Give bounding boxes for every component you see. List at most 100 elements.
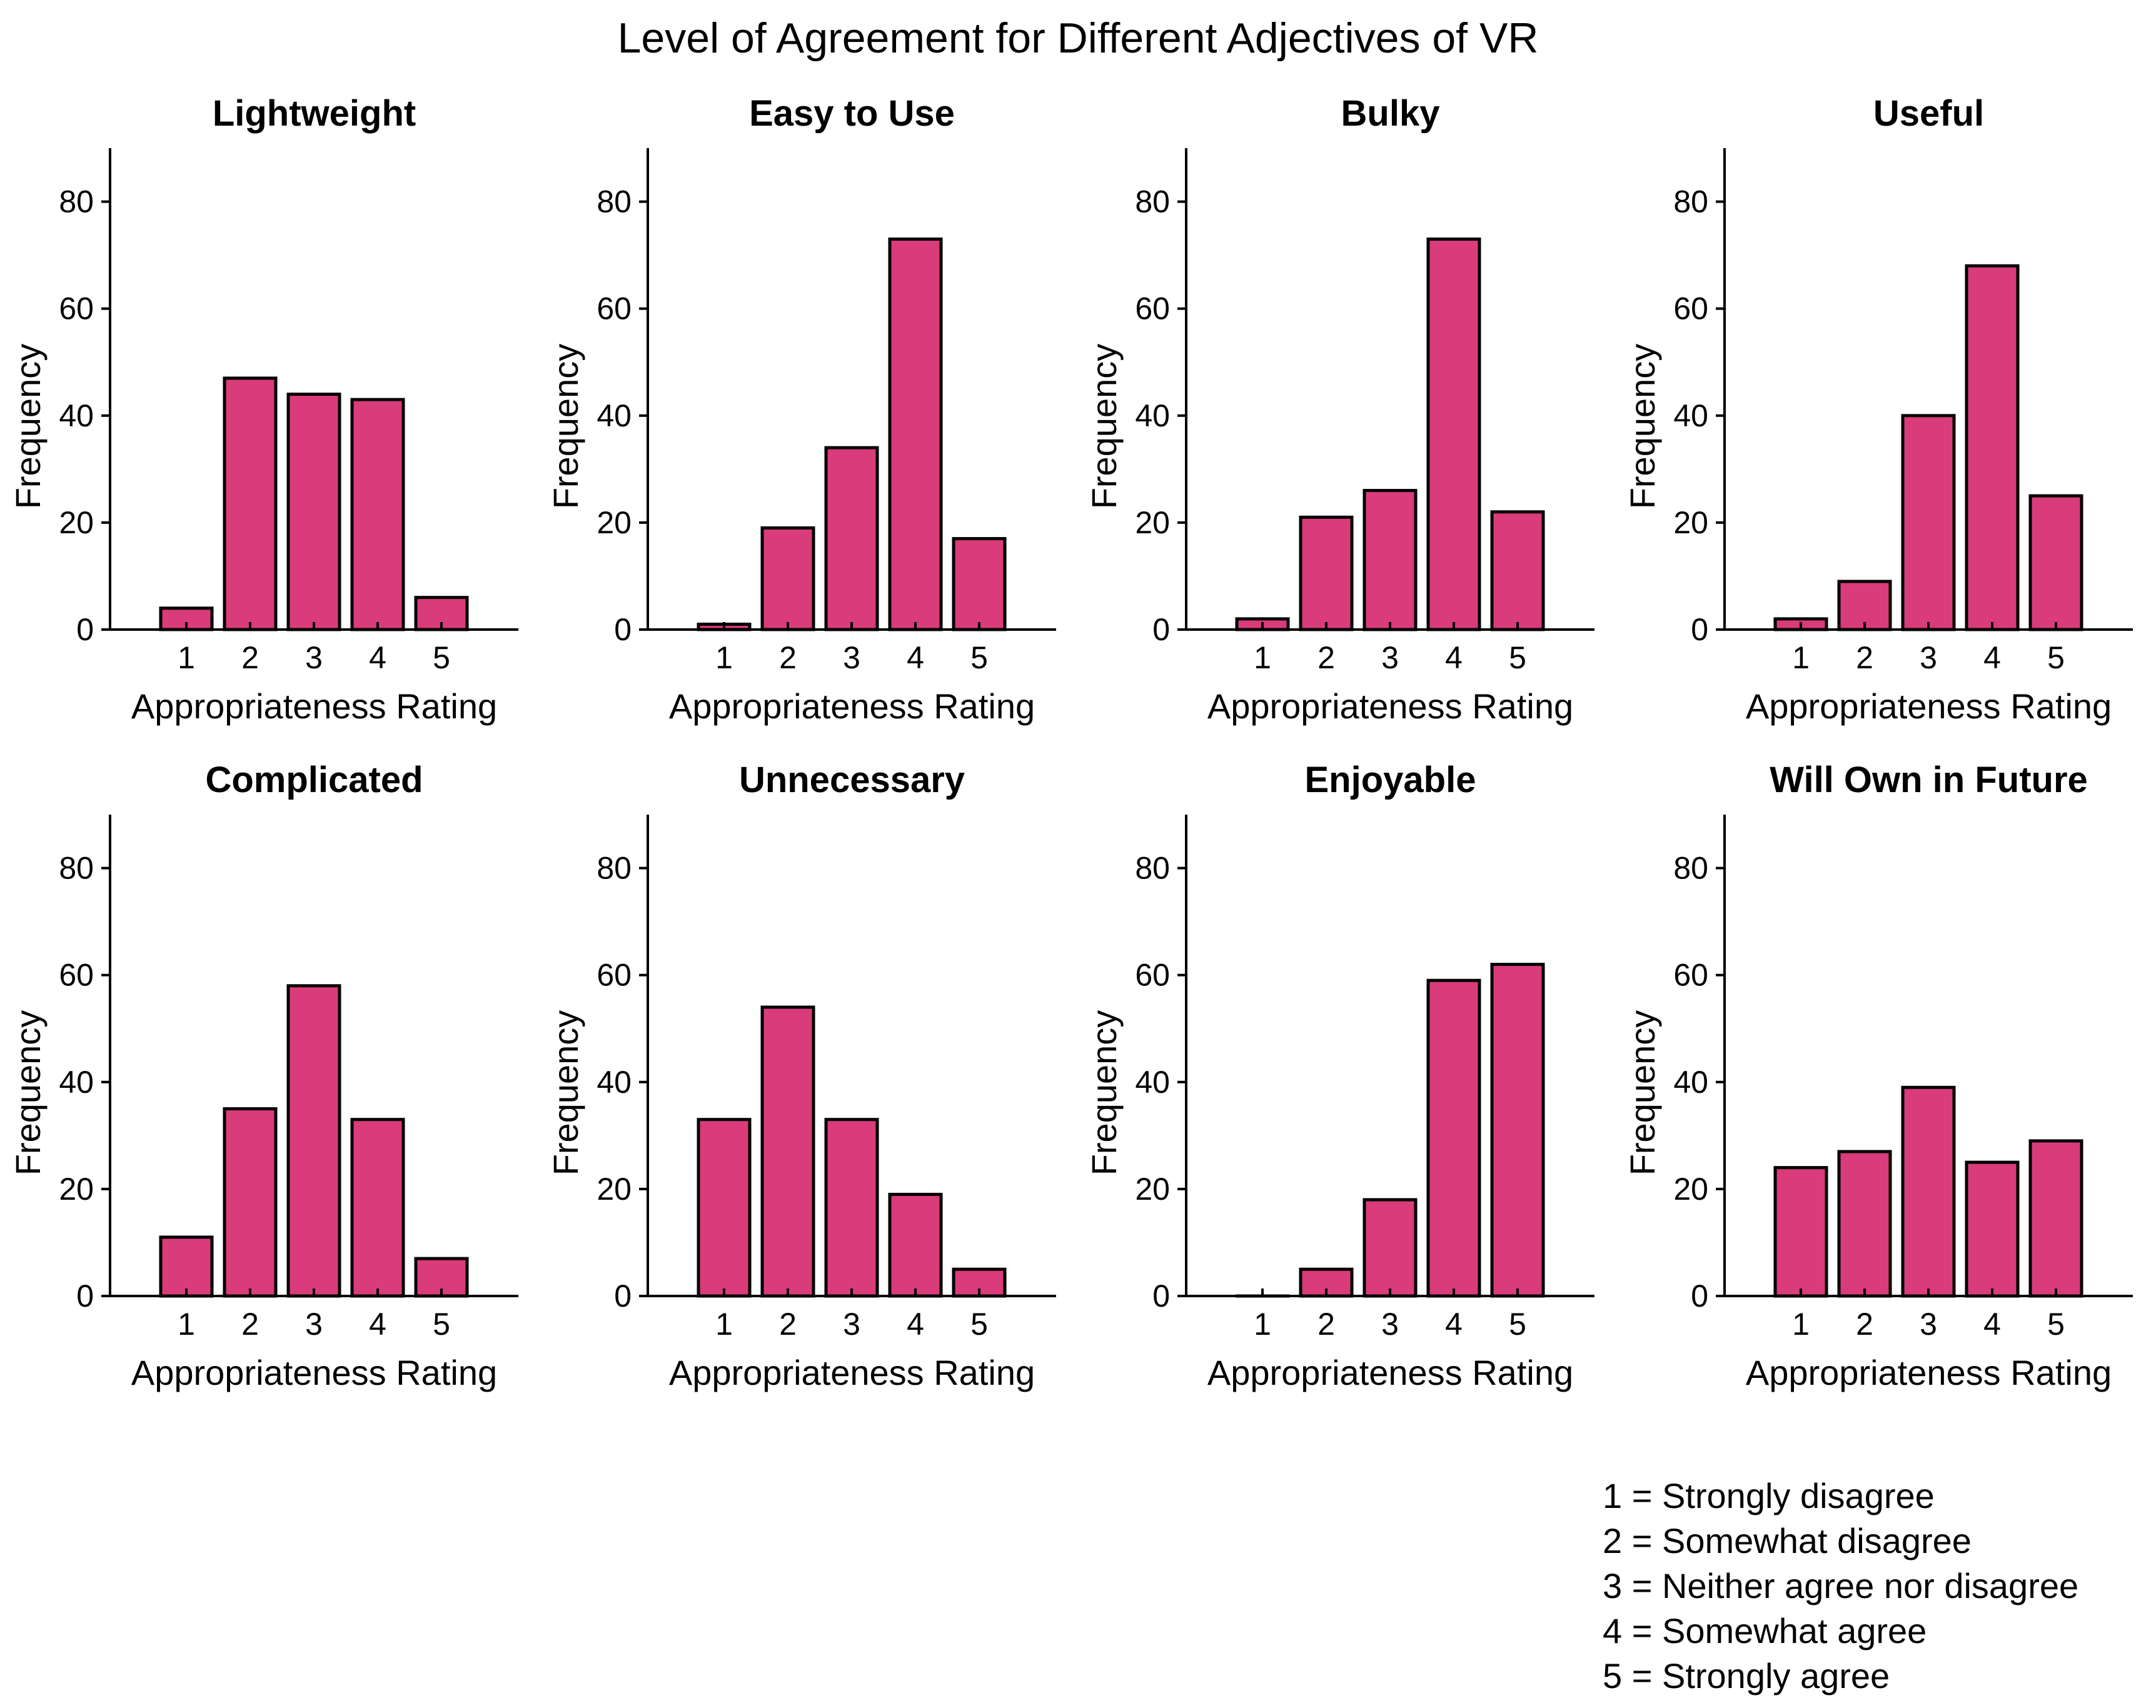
y-tick-label: 80 [59, 184, 94, 219]
y-tick-label: 80 [1135, 851, 1170, 886]
rating-legend: 1 = Strongly disagree 2 = Somewhat disagr… [1603, 1476, 2078, 1695]
x-tick-label: 2 [1856, 1307, 1873, 1342]
panel-title: Enjoyable [1305, 760, 1476, 800]
y-tick-label: 20 [597, 1172, 632, 1207]
bar-rating-4 [1965, 264, 2020, 631]
y-tick-label: 60 [1673, 958, 1708, 993]
bar-rating-2 [1837, 1150, 1892, 1298]
x-tick-label: 5 [1509, 640, 1526, 675]
y-tick-label: 20 [1135, 505, 1170, 540]
y-tick-label: 40 [1135, 398, 1170, 433]
y-tick-label: 80 [1673, 851, 1708, 886]
y-axis-label: Frequency [546, 1010, 585, 1176]
bar-rating-1 [1773, 1166, 1828, 1298]
bar-rating-1 [697, 1118, 752, 1298]
x-tick-label: 5 [433, 1307, 450, 1342]
x-tick-label: 5 [970, 1307, 988, 1342]
bar-rating-4 [350, 398, 405, 631]
x-tick-label: 4 [907, 1307, 924, 1342]
x-tick-label: 1 [1254, 640, 1271, 675]
x-tick-label: 1 [1254, 1307, 1271, 1342]
x-tick-label: 3 [1920, 1307, 1937, 1342]
x-axis-label: Appropriateness Rating [669, 1353, 1035, 1392]
y-tick-label: 0 [76, 1278, 94, 1314]
y-tick-label: 60 [597, 291, 632, 326]
panel-4: Useful 0 20 40 60 80 1 2 3 4 5 Appropriateness Rati… [1623, 93, 2133, 726]
bar-rating-3 [1901, 1085, 1956, 1298]
panel-title: Useful [1873, 93, 1984, 134]
bar-rating-3 [286, 984, 341, 1298]
y-tick-label: 40 [1673, 1065, 1708, 1100]
x-tick-label: 2 [1856, 640, 1873, 675]
x-tick-label: 4 [369, 1307, 386, 1342]
y-axis-label: Frequency [1084, 344, 1124, 510]
bar-rating-3 [1363, 1198, 1418, 1298]
x-tick-label: 1 [715, 640, 733, 675]
legend-entry: 5 = Strongly agree [1603, 1656, 1890, 1695]
y-axis-label: Frequency [8, 344, 48, 510]
bar-rating-3 [1363, 489, 1418, 631]
y-tick-label: 40 [597, 1065, 632, 1100]
y-tick-label: 0 [1152, 1278, 1170, 1314]
bar-rating-2 [223, 1107, 278, 1298]
y-tick-label: 20 [1135, 1172, 1170, 1207]
bar-rating-2 [760, 1005, 815, 1298]
x-tick-label: 1 [1792, 640, 1810, 675]
legend-entry: 2 = Somewhat disagree [1603, 1521, 1972, 1560]
panel-title: Will Own in Future [1770, 760, 2088, 800]
y-tick-label: 20 [1673, 1172, 1708, 1207]
bar-rating-4 [350, 1118, 405, 1298]
x-tick-label: 4 [907, 640, 924, 675]
y-tick-label: 20 [59, 1172, 94, 1207]
y-axis-label: Frequency [1623, 1010, 1662, 1176]
bar-rating-4 [1426, 978, 1481, 1298]
y-tick-label: 0 [1691, 1278, 1708, 1314]
x-tick-label: 2 [1317, 640, 1335, 675]
y-tick-label: 0 [614, 612, 632, 647]
panel-title: Lightweight [213, 93, 416, 134]
panel-title: Easy to Use [749, 93, 955, 134]
y-tick-label: 40 [597, 398, 632, 433]
x-tick-label: 2 [241, 640, 259, 675]
y-tick-label: 80 [59, 851, 94, 886]
chart-title: Level of Agreement for Different Adjecti… [618, 14, 1539, 62]
x-tick-label: 5 [433, 640, 450, 675]
x-tick-label: 2 [779, 640, 797, 675]
x-tick-label: 1 [1792, 1307, 1810, 1342]
x-axis-label: Appropriateness Rating [1746, 686, 2112, 726]
bar-rating-3 [824, 446, 879, 631]
y-tick-label: 60 [1135, 958, 1170, 993]
bar-rating-5 [1490, 510, 1545, 631]
bar-rating-2 [223, 376, 278, 631]
y-axis-label: Frequency [1084, 1010, 1124, 1176]
x-axis-label: Appropriateness Rating [1746, 1353, 2112, 1392]
panel-title: Complicated [205, 760, 423, 800]
y-tick-label: 80 [1135, 184, 1170, 219]
panel-5: Complicated 0 20 40 60 80 1 2 3 4 5 Appropriateness… [8, 760, 518, 1392]
x-tick-label: 5 [2047, 1307, 2065, 1342]
y-tick-label: 40 [1673, 398, 1708, 433]
panel-3: Bulky 0 20 40 60 80 1 2 3 4 5 Appropriateness Ratin… [1084, 93, 1594, 726]
x-axis-label: Appropriateness Rating [1207, 686, 1573, 726]
y-tick-label: 80 [1673, 184, 1708, 219]
x-tick-label: 4 [1983, 1307, 2001, 1342]
x-tick-label: 3 [305, 640, 323, 675]
x-axis-label: Appropriateness Rating [1207, 1353, 1573, 1392]
panel-2: Easy to Use 0 20 40 60 80 1 2 3 4 5 Appropriateness… [546, 93, 1056, 726]
y-axis-label: Frequency [546, 344, 585, 510]
x-tick-label: 3 [1920, 640, 1937, 675]
x-tick-label: 1 [715, 1307, 733, 1342]
x-tick-label: 5 [1509, 1307, 1526, 1342]
bar-rating-2 [1837, 580, 1892, 631]
bar-rating-4 [888, 237, 943, 631]
x-tick-label: 3 [843, 1307, 860, 1342]
legend-entry: 1 = Strongly disagree [1603, 1476, 1935, 1515]
bar-rating-5 [952, 1267, 1007, 1298]
x-tick-label: 3 [305, 1307, 323, 1342]
x-tick-label: 2 [1317, 1307, 1335, 1342]
y-tick-label: 40 [59, 1065, 94, 1100]
bar-rating-3 [1901, 414, 1956, 631]
